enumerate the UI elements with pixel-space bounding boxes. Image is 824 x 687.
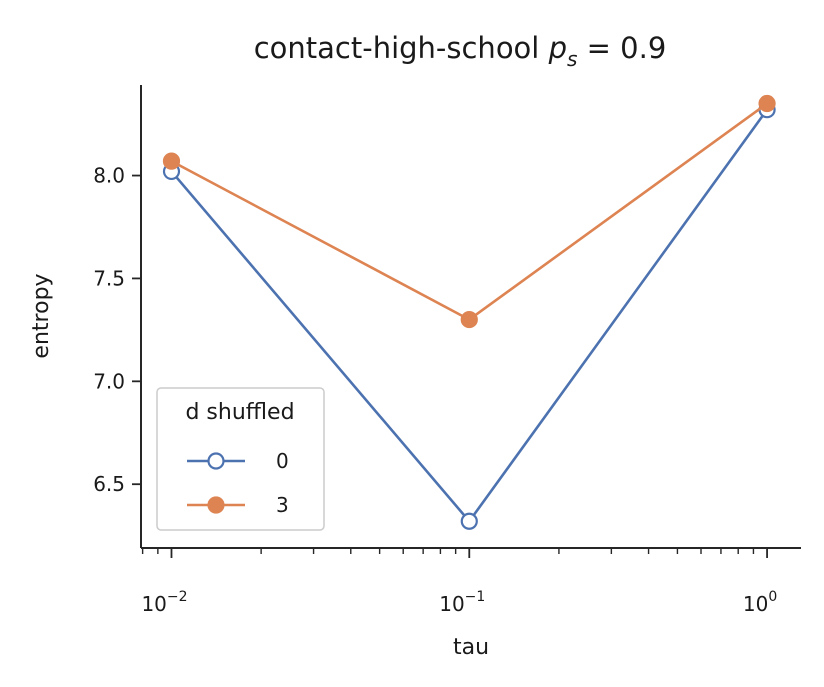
chart-title: contact-high-school ps = 0.9 bbox=[254, 31, 667, 71]
series-layer bbox=[162, 94, 776, 530]
legend-frame bbox=[156, 387, 325, 531]
y-tick-label: 6.5 bbox=[93, 472, 125, 496]
legend-label-0: 0 bbox=[276, 449, 289, 473]
legend-title: d shuffled bbox=[185, 400, 294, 425]
x-tick-label: 10−2 bbox=[141, 589, 187, 616]
ticks: 6.5 7.0 7.5 8.0 10−2 10−1 100 bbox=[93, 164, 777, 616]
legend-marker-0 bbox=[207, 452, 225, 470]
x-tick-label: 100 bbox=[743, 589, 777, 616]
legend-label-3: 3 bbox=[276, 493, 289, 517]
x-tick-label: 10−1 bbox=[439, 589, 485, 616]
x-axis-label: tau bbox=[453, 635, 489, 660]
y-tick-label: 8.0 bbox=[93, 164, 125, 188]
chart-title-math: p bbox=[548, 31, 567, 65]
series-3-line bbox=[170, 102, 768, 321]
chart-title-sub: s bbox=[567, 47, 577, 71]
series-0-point bbox=[460, 512, 478, 530]
chart-title-suffix: = 0.9 bbox=[577, 31, 666, 65]
y-tick-label: 7.5 bbox=[93, 266, 125, 290]
legend-items: 03 bbox=[187, 449, 289, 517]
series-3-point bbox=[758, 94, 776, 113]
y-axis-label: entropy bbox=[29, 273, 54, 358]
y-tick-label: 7.0 bbox=[93, 369, 125, 393]
legend-marker-3 bbox=[207, 496, 225, 514]
series-3-point bbox=[460, 310, 478, 329]
legend: d shuffled 03 bbox=[156, 387, 325, 531]
series-3-point bbox=[162, 152, 181, 170]
chart-title-prefix: contact-high-school bbox=[254, 31, 549, 65]
